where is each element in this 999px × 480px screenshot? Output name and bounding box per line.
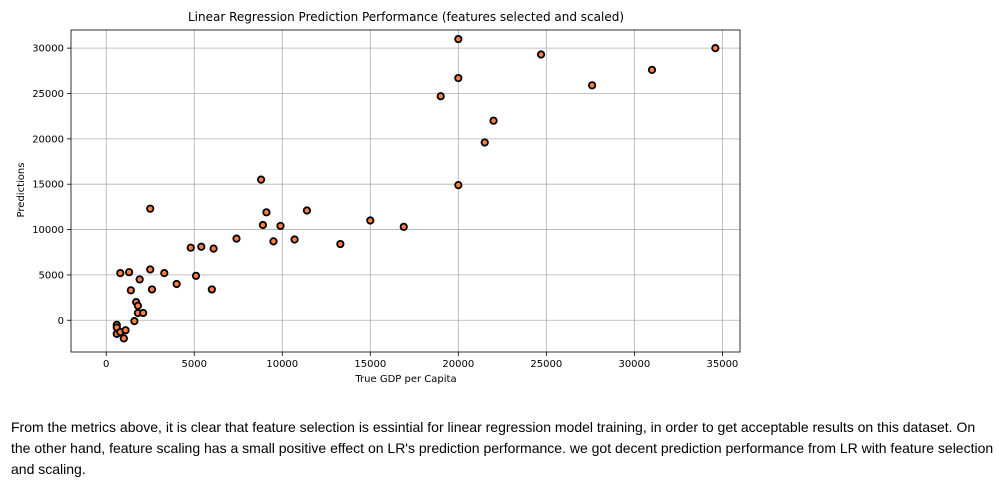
x-axis-ticks: 0 5000 10000 15000 20000 25000 30000 35000 xyxy=(103,352,738,370)
data-point xyxy=(116,268,125,278)
data-point xyxy=(436,92,445,101)
data-point xyxy=(197,242,206,251)
x-tick-label: 30000 xyxy=(618,359,650,370)
data-point xyxy=(232,234,241,243)
x-tick-label: 20000 xyxy=(442,359,474,370)
data-point xyxy=(133,301,142,310)
data-point xyxy=(480,138,489,147)
data-point xyxy=(290,235,299,244)
data-point xyxy=(135,275,144,284)
data-point xyxy=(121,326,130,335)
data-point xyxy=(124,268,134,277)
chart-title: Linear Regression Prediction Performance… xyxy=(188,10,624,24)
data-point xyxy=(454,34,463,44)
x-tick-label: 10000 xyxy=(266,359,298,370)
data-point xyxy=(146,265,155,274)
x-tick-label: 0 xyxy=(103,359,109,370)
x-axis-label: True GDP per Capita xyxy=(354,374,456,385)
data-point xyxy=(536,50,546,59)
data-point xyxy=(139,308,148,318)
y-tick-label: 0 xyxy=(58,316,64,327)
data-point xyxy=(172,279,181,289)
x-tick-label: 15000 xyxy=(354,359,386,370)
data-point xyxy=(454,73,463,83)
data-point xyxy=(276,221,285,231)
data-point xyxy=(269,237,278,246)
data-point xyxy=(366,216,375,225)
y-axis-label: Predictions xyxy=(16,163,27,218)
data-point xyxy=(399,222,408,231)
data-point xyxy=(257,175,266,184)
data-point xyxy=(262,208,271,217)
y-tick-label: 15000 xyxy=(32,180,64,191)
data-point xyxy=(147,285,157,294)
plot-frame xyxy=(70,29,741,353)
data-point xyxy=(209,244,218,253)
data-point xyxy=(160,268,169,278)
y-tick-label: 5000 xyxy=(39,270,64,281)
data-point xyxy=(207,285,216,294)
data-point xyxy=(126,286,135,295)
y-tick-label: 20000 xyxy=(32,134,64,145)
scatter-chart: Linear Regression Prediction Performance… xyxy=(16,10,741,385)
data-point xyxy=(191,271,201,280)
y-axis-ticks: 0 5000 10000 15000 20000 25000 30000 xyxy=(32,44,71,327)
data-point xyxy=(258,220,267,230)
data-point xyxy=(588,81,597,90)
data-point xyxy=(336,239,345,249)
data-point xyxy=(454,181,463,190)
notebook-text-paragraph: From the metrics above, it is clear that… xyxy=(11,419,994,477)
data-point xyxy=(647,65,657,75)
data-points xyxy=(112,34,720,343)
data-point xyxy=(146,204,155,213)
data-point xyxy=(302,206,312,215)
data-point xyxy=(711,44,720,53)
y-tick-label: 10000 xyxy=(32,225,64,236)
data-point xyxy=(130,317,139,326)
x-tick-label: 35000 xyxy=(706,359,738,370)
grid xyxy=(71,30,740,352)
x-tick-label: 5000 xyxy=(182,359,207,370)
y-tick-label: 30000 xyxy=(32,44,64,55)
data-point xyxy=(186,243,195,252)
y-tick-label: 25000 xyxy=(32,89,64,100)
x-tick-label: 25000 xyxy=(530,359,562,370)
data-point xyxy=(119,334,128,343)
data-point xyxy=(489,116,498,125)
